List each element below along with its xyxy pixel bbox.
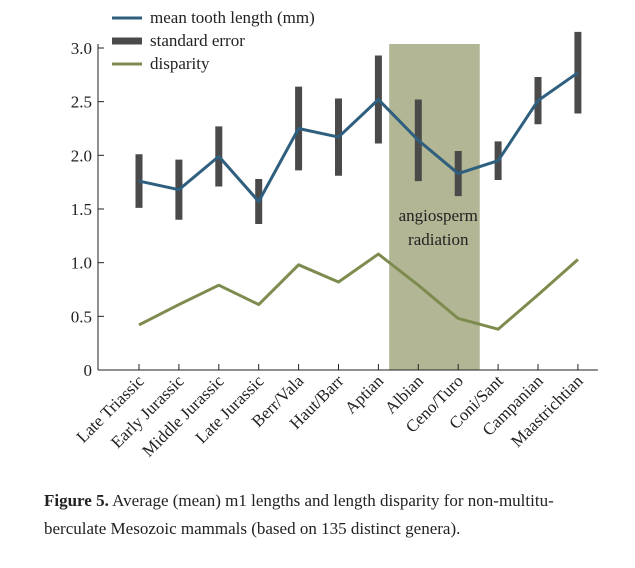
annotation-text: angiosperm	[399, 206, 478, 225]
highlight-band	[389, 44, 480, 370]
x-tick-label: Aptian	[341, 371, 388, 418]
y-tick-label: 2.5	[71, 93, 92, 112]
legend-label: disparity	[150, 54, 210, 73]
legend-label: mean tooth length (mm)	[150, 8, 315, 27]
y-tick-label: 2.0	[71, 146, 92, 165]
y-tick-label: 0.5	[71, 307, 92, 326]
caption-line: Figure 5. Average (mean) m1 lengths and …	[44, 491, 554, 510]
legend-label: standard error	[150, 31, 245, 50]
caption-text: Average (mean) m1 lengths and length dis…	[109, 491, 554, 510]
series-line	[138, 252, 579, 331]
y-tick-label: 1.0	[71, 254, 92, 273]
y-tick-label: 3.0	[71, 39, 92, 58]
caption-label: Figure 5.	[44, 491, 109, 510]
series-line	[138, 71, 579, 203]
annotation-text: radiation	[408, 230, 469, 249]
y-tick-label: 1.5	[71, 200, 92, 219]
caption-line: berculate Mesozoic mammals (based on 135…	[44, 519, 460, 538]
y-tick-label: 0	[84, 361, 93, 380]
